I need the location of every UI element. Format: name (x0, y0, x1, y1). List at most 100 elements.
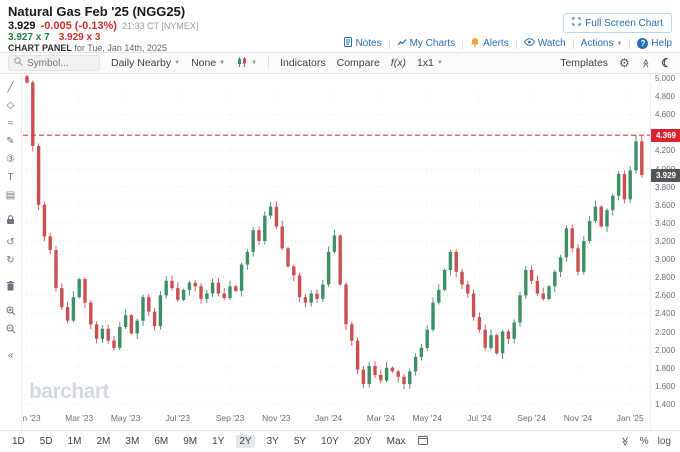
bid-size: 3.927 x 7 (8, 32, 50, 43)
shapes-icon[interactable]: ◇ (6, 100, 15, 111)
bid-ask-row: 3.927 x 7 3.929 x 3 (8, 32, 100, 43)
full-screen-chart-button[interactable]: Full Screen Chart (563, 13, 672, 33)
chevron-down-icon: ▼ (436, 60, 443, 66)
custom-date-button[interactable] (417, 435, 428, 448)
range-1m-button[interactable]: 1M (67, 436, 82, 447)
collapse-panel-icon[interactable]: ≪ (641, 58, 652, 68)
eye-icon (523, 38, 535, 49)
tools-dropdown[interactable]: None ▼ (191, 57, 226, 69)
range-9m-button[interactable]: 9M (183, 436, 198, 447)
divider (462, 38, 464, 49)
collapse-icon[interactable]: « (7, 350, 14, 361)
price-change: -0.005 (-0.13%) (40, 20, 117, 32)
y-axis-label: 2.800 (655, 273, 676, 283)
redo-icon[interactable]: ↻ (6, 255, 15, 266)
gear-icon[interactable]: ⚙ (619, 56, 630, 70)
panel-label: CHART PANEL (8, 43, 72, 53)
alerts-link[interactable]: Alerts (470, 37, 509, 50)
quote-time: 21:33 CT [NYMEX] (121, 21, 199, 31)
chevron-down-icon: ▼ (616, 40, 623, 47)
watch-link[interactable]: Watch (523, 38, 566, 49)
layout-dropdown[interactable]: 1x1 ▼ (416, 57, 443, 69)
collapse-toolbar-icon[interactable]: ≪ (620, 436, 631, 447)
y-axis-label: 3.800 (655, 182, 676, 192)
range-5d-button[interactable]: 5D (39, 436, 53, 447)
help-link[interactable]: ? Help (637, 38, 672, 49)
candlestick-chart[interactable]: Jan '23 Mar '23 May '23 Jul '23 Sep '23 Nov '… (23, 74, 650, 430)
y-axis-label: 3.600 (655, 200, 676, 210)
bell-icon (470, 37, 480, 50)
range-toolbar: 1D 5D 1M 2M 3M 6M 9M 1Y 2Y 3Y 5Y 10Y 20Y Max ≪ % log (0, 430, 680, 452)
y-axis-label: 2.000 (655, 345, 676, 355)
y-axis-label: 4.800 (655, 92, 676, 102)
zoom-out-icon[interactable] (2, 321, 20, 336)
percent-scale-toggle[interactable]: % (639, 436, 649, 447)
note-icon (344, 37, 353, 50)
candlestick-icon (236, 56, 248, 71)
range-20y-button[interactable]: 20Y (353, 436, 372, 447)
svg-text:Nov '23: Nov '23 (262, 413, 291, 423)
range-2y-button[interactable]: 2Y (236, 435, 255, 448)
help-icon: ? (637, 38, 649, 49)
templates-button[interactable]: Templates (560, 57, 609, 69)
svg-text:Jan '24: Jan '24 (315, 413, 342, 423)
svg-text:Nov '24: Nov '24 (564, 413, 593, 423)
ask-size: 3.929 x 3 (58, 32, 101, 43)
symbol-search-input[interactable] (27, 57, 97, 69)
markers-icon[interactable]: ③ (6, 154, 15, 165)
range-1d-button[interactable]: 1D (12, 436, 25, 447)
my-charts-link[interactable]: My Charts (397, 38, 455, 50)
notes-link[interactable]: Notes (344, 37, 382, 50)
range-3m-button[interactable]: 3M (125, 436, 140, 447)
y-axis-label: 2.200 (655, 327, 676, 337)
y-axis-label: 3.400 (655, 218, 676, 228)
log-scale-toggle[interactable]: log (657, 436, 671, 447)
range-6m-button[interactable]: 6M (154, 436, 169, 447)
drawing-tool-rail: ╱ ◇ ≈ ✎ ③ T ▤ ↺ ↻ « (0, 74, 22, 430)
y-axis-label: 1.600 (655, 381, 676, 391)
chevron-down-icon: ▼ (219, 60, 226, 66)
y-axis-label: 1.400 (655, 400, 676, 409)
divider (515, 38, 517, 49)
indicators-button[interactable]: Indicators (280, 57, 326, 69)
zoom-in-icon[interactable] (2, 303, 20, 318)
range-1y-button[interactable]: 1Y (212, 436, 225, 447)
range-3y-button[interactable]: 3Y (266, 436, 279, 447)
expand-icon (572, 17, 581, 29)
patterns-icon[interactable]: ▤ (5, 190, 16, 201)
text-icon[interactable]: T (7, 172, 14, 183)
lock-icon[interactable] (2, 212, 20, 227)
chart-type-dropdown[interactable]: ▼ (236, 56, 257, 71)
range-buttons: 1D 5D 1M 2M 3M 6M 9M 1Y 2Y 3Y 5Y 10Y 20Y Max (9, 435, 409, 448)
y-axis-label: 4.600 (655, 110, 676, 120)
range-max-button[interactable]: Max (386, 436, 406, 447)
chart-icon (397, 38, 407, 50)
chevron-down-icon: ▼ (174, 60, 181, 66)
svg-text:Mar '24: Mar '24 (367, 413, 395, 423)
actions-link[interactable]: Actions ▼ (580, 38, 623, 49)
y-axis-label: 2.600 (655, 291, 676, 301)
range-2m-button[interactable]: 2M (96, 436, 111, 447)
undo-icon[interactable]: ↺ (6, 237, 15, 248)
y-axis-label: 5.000 (655, 74, 676, 83)
dark-mode-icon[interactable]: ☾ (661, 56, 672, 70)
curves-icon[interactable]: ≈ (7, 118, 14, 129)
range-10y-button[interactable]: 10Y (321, 436, 339, 447)
delete-icon[interactable] (2, 278, 20, 293)
high-price-flag: 4.369 (651, 129, 680, 143)
trendline-icon[interactable]: ╱ (7, 82, 14, 93)
divider (268, 57, 270, 69)
functions-button[interactable]: f(x) (390, 57, 406, 69)
svg-text:May '23: May '23 (111, 413, 141, 423)
annotations-icon[interactable]: ✎ (6, 136, 15, 147)
range-5y-button[interactable]: 5Y (293, 436, 307, 447)
compare-button[interactable]: Compare (336, 57, 380, 69)
price-chart[interactable]: Jan '23 Mar '23 May '23 Jul '23 Sep '23 Nov '… (23, 74, 650, 430)
frequency-dropdown[interactable]: Daily Nearby ▼ (111, 57, 181, 69)
symbol-search[interactable] (8, 55, 100, 71)
chevron-down-icon: ▼ (251, 60, 258, 66)
last-price: 3.929 (8, 20, 36, 32)
y-axis-label: 4.200 (655, 146, 676, 156)
y-axis-label: 2.400 (655, 309, 676, 319)
price-axis[interactable]: 5.0004.8004.6004.4004.2004.0003.8003.600… (650, 74, 680, 430)
